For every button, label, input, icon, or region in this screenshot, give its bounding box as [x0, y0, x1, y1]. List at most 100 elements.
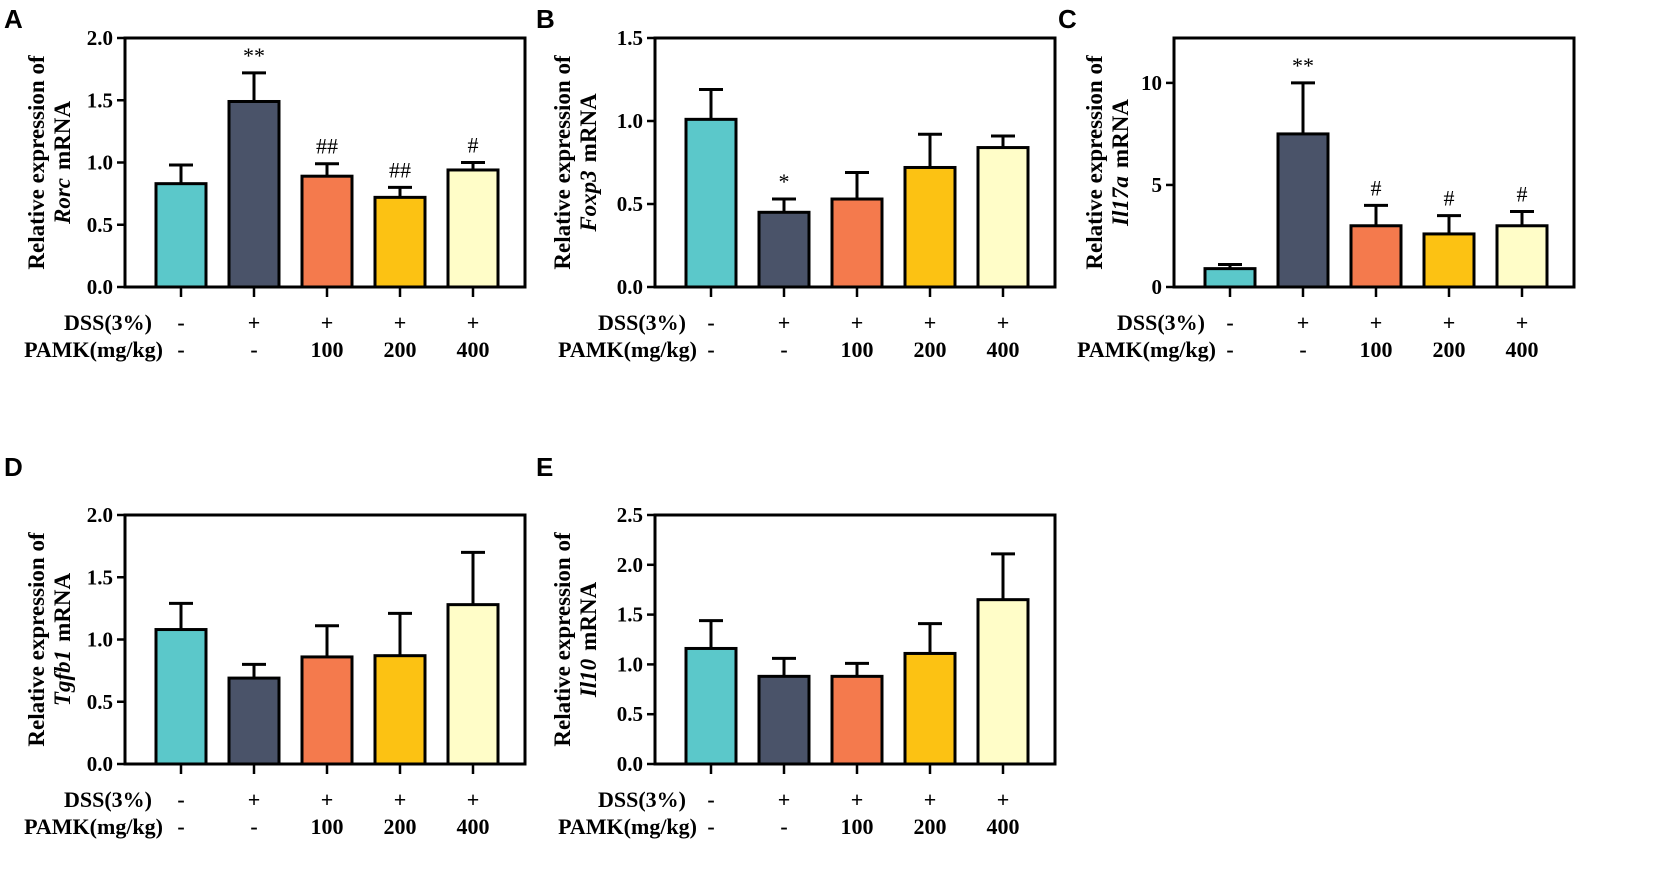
significance-label: * [779, 169, 790, 194]
dss-condition-value: + [924, 787, 937, 812]
pamk-condition-value: - [250, 814, 257, 839]
significance-label: ** [1292, 53, 1314, 78]
y-axis-label-prefix: Relative expression of [1082, 55, 1107, 270]
bar [976, 598, 1030, 766]
y-axis-label-prefix: Relative expression of [550, 55, 575, 270]
pamk-condition-value: 100 [311, 814, 344, 839]
dss-condition-value: + [467, 787, 480, 812]
y-tick-label: 2.0 [87, 26, 113, 50]
pamk-condition-value: 100 [311, 337, 344, 362]
y-axis-label-suffix: mRNA [1108, 99, 1133, 168]
bar [154, 628, 208, 766]
y-axis-label-suffix: mRNA [576, 581, 601, 650]
pamk-condition-value: - [177, 814, 184, 839]
bar [446, 168, 500, 289]
y-axis-label: Relative expression ofIl17a mRNA [1082, 55, 1133, 270]
panel-E: E 0.0 0.5 1.0 1.5 2.0 2.5 Relative expression o… [536, 452, 1057, 839]
dss-condition-value: + [851, 787, 864, 812]
pamk-row-label: PAMK(mg/kg) [24, 337, 163, 362]
y-axis-label: Relative expression ofRorc mRNA [24, 55, 75, 270]
y-tick-label: 0.0 [87, 275, 113, 299]
y-axis-label-prefix: Relative expression of [550, 532, 575, 747]
bar [757, 210, 811, 289]
bar [1422, 232, 1476, 289]
dss-condition-value: + [394, 310, 407, 335]
pamk-condition-value: - [250, 337, 257, 362]
pamk-condition-value: 400 [457, 814, 490, 839]
significance-label: # [1371, 175, 1382, 200]
significance-label: ## [389, 157, 411, 182]
dss-condition-value: - [177, 787, 184, 812]
significance-label: # [1444, 186, 1455, 211]
dss-row-label: DSS(3%) [1117, 310, 1205, 335]
dss-condition-value: - [707, 310, 714, 335]
panel-letter: C [1058, 4, 1077, 34]
dss-condition-value: + [1443, 310, 1456, 335]
y-tick-label: 2.0 [617, 553, 643, 577]
dss-condition-value: - [1226, 310, 1233, 335]
dss-condition-value: + [248, 787, 261, 812]
y-axis-label: Relative expression ofFoxp3 mRNA [550, 55, 601, 270]
y-axis-label-gene: Rorc [50, 178, 75, 225]
y-axis-label-gene: Tgfb1 [50, 650, 75, 706]
y-tick-label: 0.5 [87, 213, 113, 237]
pamk-condition-value: 200 [384, 814, 417, 839]
y-tick-label: 5 [1152, 173, 1163, 197]
bar [300, 174, 354, 289]
dss-condition-value: + [997, 787, 1010, 812]
panel-D: D 0.0 0.5 1.0 1.5 2.0 Relative expression ofTg… [4, 452, 527, 839]
y-tick-label: 0.0 [617, 752, 643, 776]
pamk-condition-value: 200 [914, 814, 947, 839]
dss-condition-value: + [851, 310, 864, 335]
panel-letter: B [536, 4, 555, 34]
bar [1276, 132, 1330, 289]
pamk-condition-value: - [780, 337, 787, 362]
pamk-row-label: PAMK(mg/kg) [1077, 337, 1216, 362]
bar [1495, 224, 1549, 289]
pamk-condition-value: 100 [841, 337, 874, 362]
panel-B: B 0.0 0.5 1.0 1.5 Relative expression ofFoxp3… [536, 4, 1057, 362]
y-axis-label-prefix: Relative expression of [24, 532, 49, 747]
dss-condition-value: + [1516, 310, 1529, 335]
dss-row-label: DSS(3%) [64, 787, 152, 812]
pamk-condition-value: - [1226, 337, 1233, 362]
dss-condition-value: + [778, 310, 791, 335]
pamk-condition-value: - [780, 814, 787, 839]
y-tick-label: 0.5 [617, 702, 643, 726]
pamk-condition-value: 400 [987, 814, 1020, 839]
y-axis-label-suffix: mRNA [50, 101, 75, 170]
pamk-condition-value: - [707, 337, 714, 362]
bar [830, 197, 884, 289]
dss-row-label: DSS(3%) [598, 787, 686, 812]
y-tick-label: 1.0 [617, 652, 643, 676]
panel-letter: E [536, 452, 553, 482]
bar [373, 195, 427, 289]
y-axis-label: Relative expression ofTgfb1 mRNA [24, 532, 75, 747]
pamk-condition-value: - [1299, 337, 1306, 362]
y-axis-label-gene: Il10 [576, 658, 601, 698]
pamk-row-label: PAMK(mg/kg) [24, 814, 163, 839]
y-axis-label-gene: Il17a [1108, 176, 1133, 227]
y-tick-label: 0.5 [87, 690, 113, 714]
dss-condition-value: + [1370, 310, 1383, 335]
y-tick-label: 0.5 [617, 192, 643, 216]
dss-condition-value: - [707, 787, 714, 812]
y-axis-label-gene: Foxp3 [576, 170, 601, 232]
pamk-condition-value: 100 [841, 814, 874, 839]
pamk-condition-value: 400 [1506, 337, 1539, 362]
pamk-condition-value: 200 [1433, 337, 1466, 362]
y-tick-label: 0.0 [87, 752, 113, 776]
bar [976, 146, 1030, 289]
bar [300, 655, 354, 766]
bar [903, 165, 957, 289]
bar [903, 651, 957, 766]
y-tick-label: 10 [1141, 71, 1162, 95]
pamk-condition-value: - [707, 814, 714, 839]
y-tick-label: 1.5 [617, 603, 643, 627]
y-tick-label: 1.5 [87, 88, 113, 112]
dss-condition-value: + [248, 310, 261, 335]
y-axis-label: Relative expression ofIl10 mRNA [550, 532, 601, 747]
dss-condition-value: + [997, 310, 1010, 335]
bar [227, 676, 281, 766]
